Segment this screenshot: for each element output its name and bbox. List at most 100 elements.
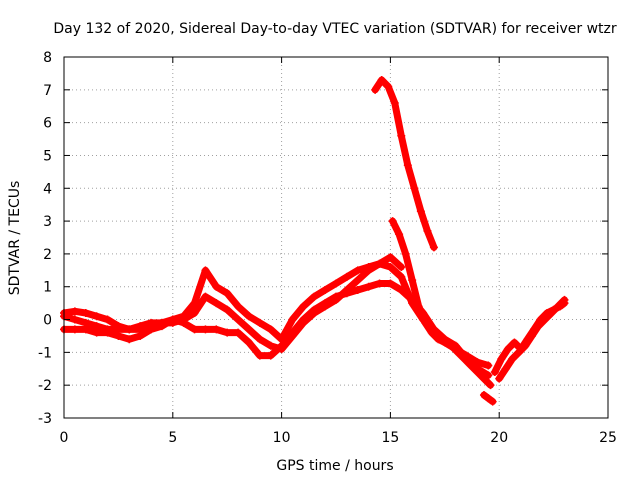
data-point [440,338,449,347]
y-tick-label: -3 [38,411,52,427]
data-point [421,318,430,327]
data-point [364,282,373,291]
data-series [60,75,569,406]
plot-frame [63,56,609,419]
data-point [299,302,308,311]
x-tick-label: 15 [381,430,399,446]
data-point [479,391,488,400]
data-point [266,351,275,360]
series-track-f [479,391,497,406]
data-point [403,161,412,170]
data-point [390,98,399,107]
y-tick-label: 1 [43,280,52,296]
data-point [266,341,275,350]
series-track-h [495,295,569,383]
y-tick-label: 7 [43,83,52,99]
data-point [157,318,166,327]
data-point [147,318,156,327]
series-trace [389,217,494,389]
data-point [353,266,362,275]
data-point [503,345,512,354]
data-point [223,305,232,314]
y-tick-label: 5 [43,148,52,164]
data-point [125,335,134,344]
data-point [497,354,506,363]
data-point [223,289,232,298]
data-point [447,341,456,350]
data-point [255,318,264,327]
data-point [234,302,243,311]
data-point [386,279,395,288]
data-point [386,263,395,272]
x-tick-label: 25 [599,430,617,446]
y-tick-label: 0 [43,313,52,329]
data-point [70,315,79,324]
y-tick-label: -2 [38,378,52,394]
data-point [427,328,436,337]
data-point [534,322,543,331]
data-point [364,266,373,275]
data-point [212,325,221,334]
x-tick-label: 5 [168,430,177,446]
data-point [244,325,253,334]
axis-ticks: 0 5 10 15 20 25 -3 -2 -1 0 1 2 3 4 5 6 7 8 [38,50,617,446]
data-point [388,217,397,226]
data-point [266,325,275,334]
data-point [277,345,286,354]
data-point [81,308,90,317]
data-point [460,354,469,363]
data-point [371,85,380,94]
data-point [473,368,482,377]
data-point [384,82,393,91]
x-tick-label: 10 [273,430,291,446]
data-point [168,318,177,327]
data-point [201,325,210,334]
data-point [234,328,243,337]
data-point [508,354,517,363]
data-point [212,282,221,291]
y-tick-label: 2 [43,247,52,263]
data-point [201,292,210,301]
data-point [255,351,264,360]
data-point [310,292,319,301]
data-point [386,253,395,262]
data-point [540,315,549,324]
series-track-d [371,75,438,252]
y-tick-label: 3 [43,214,52,230]
data-point [560,295,569,304]
data-point [408,276,417,285]
data-point [244,312,253,321]
data-point [332,279,340,288]
data-point [479,374,488,383]
data-point [136,331,145,340]
data-point [234,315,243,324]
data-point [223,328,232,337]
data-point [484,361,493,370]
data-point [488,397,497,406]
x-tick-label: 0 [60,430,69,446]
data-point [410,184,419,193]
data-point [501,364,510,373]
data-point [397,286,406,295]
data-point [342,272,351,281]
data-point [401,249,410,258]
data-point [514,348,523,357]
data-point [244,338,253,347]
data-point [495,374,504,383]
data-point [416,207,425,216]
data-point [136,322,145,331]
data-point [397,131,406,140]
data-point [353,286,362,295]
data-point [353,276,362,285]
x-tick-label: 20 [490,430,508,446]
data-point [375,279,384,288]
data-point [547,308,556,317]
data-point [103,325,112,334]
data-point [321,286,330,295]
data-point [92,312,101,321]
data-point [527,331,536,340]
y-tick-label: 4 [43,181,52,197]
series-track-e [388,217,495,390]
data-point [414,302,423,311]
